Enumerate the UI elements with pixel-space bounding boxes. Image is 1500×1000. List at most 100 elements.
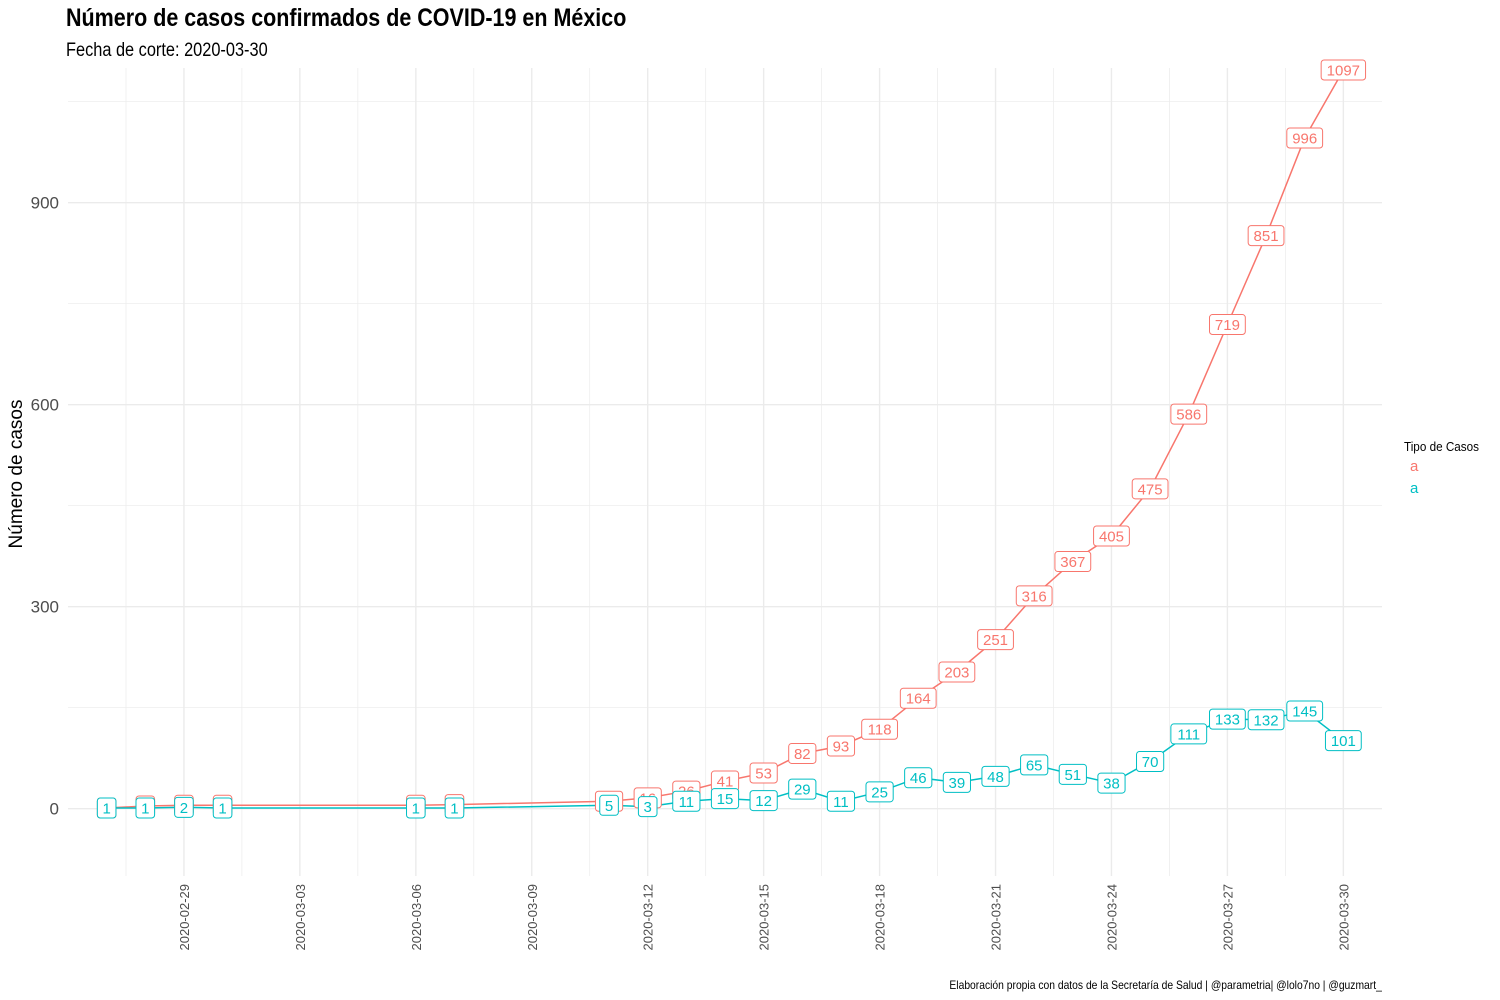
data-label-series-1: 1097 bbox=[1320, 59, 1367, 81]
data-label-text: 118 bbox=[868, 722, 892, 739]
data-label-text: 367 bbox=[1060, 554, 1085, 571]
data-label-box bbox=[672, 790, 701, 812]
line-layer bbox=[106, 69, 1345, 809]
legend-key-series-2: a bbox=[1410, 479, 1419, 497]
data-label-series-2: 46 bbox=[904, 767, 933, 789]
x-tick-label: 2020-02-29 bbox=[177, 884, 192, 951]
data-label-box bbox=[938, 661, 976, 683]
x-tick-label: 2020-03-18 bbox=[873, 884, 888, 951]
data-label-series-2: 1 bbox=[96, 797, 117, 819]
data-label-box bbox=[406, 797, 426, 819]
data-label-text: 3 bbox=[644, 799, 652, 816]
data-label-text: 719 bbox=[1215, 317, 1240, 334]
data-label-box bbox=[1247, 709, 1285, 731]
chart-subtitle: Fecha de corte: 2020-03-30 bbox=[66, 40, 268, 61]
caption: Elaboración propia con datos de la Secre… bbox=[949, 978, 1382, 992]
data-label-box bbox=[710, 788, 740, 810]
x-tick-label: 2020-03-12 bbox=[641, 884, 656, 951]
data-label-text: 203 bbox=[944, 664, 969, 681]
data-label-box bbox=[1136, 751, 1165, 773]
data-label-text: 38 bbox=[1103, 776, 1120, 793]
data-label-box bbox=[1286, 127, 1324, 149]
data-label-text: 41 bbox=[717, 774, 734, 791]
data-label-box bbox=[1058, 763, 1087, 785]
data-label-series-1: 251 bbox=[977, 629, 1014, 651]
data-label-series-2: 1 bbox=[135, 797, 156, 819]
data-label-text: 11 bbox=[679, 794, 695, 811]
data-label-box bbox=[788, 778, 817, 800]
data-label-box bbox=[1015, 585, 1053, 607]
data-label-box bbox=[135, 797, 156, 819]
data-label-text: 29 bbox=[794, 782, 811, 799]
data-label-box bbox=[749, 762, 778, 784]
data-label-series-1: 53 bbox=[749, 762, 778, 784]
x-tick-label: 2020-03-03 bbox=[293, 884, 308, 951]
data-label-box bbox=[444, 797, 465, 819]
data-label-series-1: 82 bbox=[788, 742, 817, 764]
data-label-series-2: 2 bbox=[174, 796, 194, 818]
data-label-series-1: 405 bbox=[1093, 525, 1130, 547]
data-label-text: 51 bbox=[1064, 767, 1081, 784]
data-label-box bbox=[96, 797, 117, 819]
data-label-box bbox=[1097, 772, 1126, 794]
data-label-text: 25 bbox=[871, 784, 888, 801]
data-label-series-1: 316 bbox=[1015, 585, 1053, 607]
data-label-text: 46 bbox=[910, 770, 927, 787]
data-label-box bbox=[1320, 59, 1367, 81]
data-label-box bbox=[1170, 723, 1208, 745]
data-label-text: 15 bbox=[717, 791, 734, 808]
data-label-text: 475 bbox=[1138, 481, 1163, 498]
data-label-box bbox=[826, 735, 856, 757]
grid-layer bbox=[68, 68, 1382, 876]
data-label-text: 11 bbox=[833, 794, 849, 811]
data-label-text: 586 bbox=[1176, 407, 1201, 424]
data-label-series-2: 1 bbox=[212, 797, 233, 819]
data-label-series-1: 719 bbox=[1209, 314, 1246, 336]
x-tick-label: 2020-03-15 bbox=[757, 884, 772, 951]
data-label-box bbox=[599, 794, 619, 816]
data-label-series-1: 475 bbox=[1131, 478, 1169, 500]
legend-title: Tipo de Casos bbox=[1404, 439, 1480, 454]
data-label-box bbox=[904, 767, 933, 789]
data-label-series-2: 111 bbox=[1170, 723, 1208, 745]
data-label-series-2: 3 bbox=[637, 796, 658, 818]
data-label-series-1: 586 bbox=[1170, 403, 1208, 425]
data-label-series-2: 70 bbox=[1136, 751, 1165, 773]
data-label-text: 133 bbox=[1215, 712, 1240, 729]
data-label-text: 1 bbox=[218, 800, 226, 817]
data-label-series-2: 12 bbox=[749, 790, 778, 812]
series-line-1 bbox=[106, 69, 1345, 809]
chart-title: Número de casos confirmados de COVID-19 … bbox=[66, 4, 627, 32]
data-label-text: 53 bbox=[755, 765, 772, 782]
data-label-text: 5 bbox=[605, 798, 613, 815]
data-label-text: 1 bbox=[102, 800, 110, 817]
label-layer: 1455561116264153829311816420325131636740… bbox=[96, 59, 1367, 819]
data-label-box bbox=[1054, 551, 1092, 573]
data-label-text: 1097 bbox=[1327, 63, 1360, 80]
data-label-series-2: 51 bbox=[1058, 763, 1087, 785]
data-label-box bbox=[899, 687, 937, 709]
data-label-series-2: 1 bbox=[406, 797, 426, 819]
y-tick-label: 0 bbox=[50, 800, 59, 819]
data-label-text: 12 bbox=[755, 793, 772, 810]
data-label-box bbox=[174, 796, 194, 818]
legend-key-series-1: a bbox=[1410, 457, 1419, 475]
y-axis-title: Número de casos bbox=[6, 400, 27, 549]
x-tick-label: 2020-03-24 bbox=[1104, 884, 1119, 951]
y-tick-label: 300 bbox=[31, 598, 59, 617]
data-label-box bbox=[637, 796, 658, 818]
data-label-box bbox=[212, 797, 233, 819]
data-label-box bbox=[1209, 314, 1246, 336]
data-label-series-1: 367 bbox=[1054, 551, 1092, 573]
data-label-series-2: 145 bbox=[1286, 700, 1324, 722]
data-label-series-2: 11 bbox=[826, 790, 856, 812]
data-label-text: 251 bbox=[983, 632, 1008, 649]
data-label-text: 2 bbox=[180, 800, 188, 817]
legend-item-series-1: a bbox=[1410, 454, 1487, 478]
data-label-series-2: 101 bbox=[1324, 730, 1362, 752]
y-tick-label: 600 bbox=[31, 396, 59, 415]
data-label-box bbox=[1209, 708, 1246, 730]
data-label-series-2: 15 bbox=[710, 788, 740, 810]
data-label-series-2: 5 bbox=[599, 794, 619, 816]
data-label-box bbox=[942, 771, 971, 793]
